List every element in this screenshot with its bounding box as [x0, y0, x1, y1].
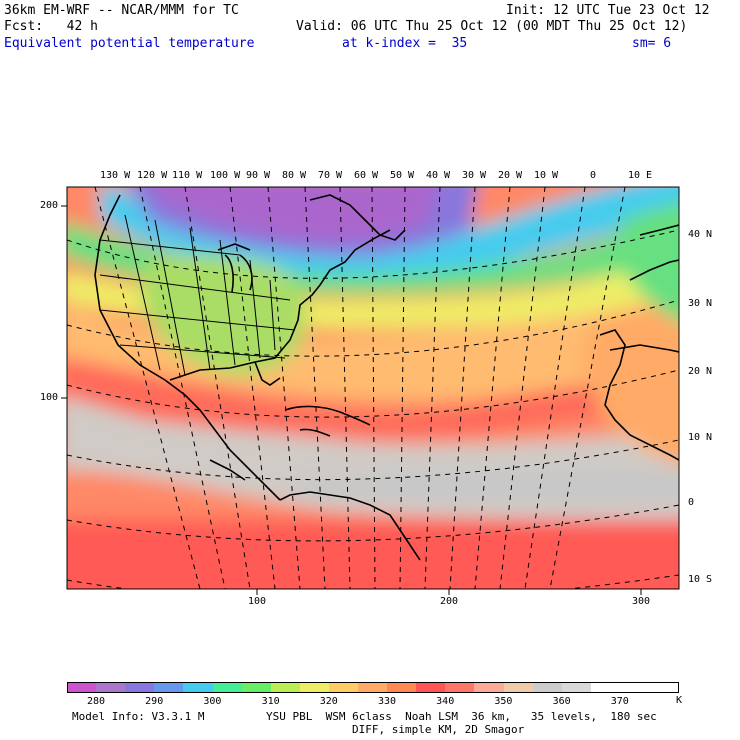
legend-frame — [67, 682, 679, 693]
grid-x-label-300: 300 — [632, 596, 651, 607]
legend-swatch — [125, 682, 155, 693]
lat-label: 20 N — [688, 366, 713, 377]
init-time: Init: 12 UTC Tue 23 Oct 12 — [506, 3, 710, 18]
legend-tick-label: 320 — [319, 696, 338, 707]
legend-tick-label: 300 — [203, 696, 222, 707]
grid-x-label-200: 200 — [440, 596, 459, 607]
legend-swatch — [590, 682, 621, 693]
field-name: Equivalent potential temperature — [4, 36, 255, 51]
lat-label: 40 N — [688, 229, 713, 240]
legend-tick-label: 290 — [145, 696, 164, 707]
legend-tick-label: 350 — [494, 696, 513, 707]
lon-label: 130 W — [100, 170, 131, 181]
legend-unit: K — [676, 695, 683, 706]
legend-tick-label: 340 — [436, 696, 455, 707]
legend-tick-label: 280 — [86, 696, 106, 707]
legend-swatch — [532, 682, 563, 693]
lat-label: 30 N — [688, 298, 713, 309]
model-info: Model Info: V3.3.1 M — [72, 710, 205, 723]
lon-label: 10 E — [628, 170, 653, 181]
smoothing-text: sm= 6 — [632, 36, 672, 51]
lon-label: 30 W — [462, 170, 487, 181]
legend-swatch — [270, 682, 301, 693]
grid-y-label-200: 200 — [40, 200, 59, 211]
theta-e-field — [67, 187, 679, 589]
lon-label: 20 W — [498, 170, 523, 181]
legend-swatch — [503, 682, 534, 693]
diffusion-info: DIFF, simple KM, 2D Smagor — [352, 723, 525, 736]
lon-label: 60 W — [354, 170, 379, 181]
legend-swatch — [358, 682, 388, 693]
legend-swatch — [649, 682, 679, 693]
lon-label: 50 W — [390, 170, 415, 181]
legend-tick-label: 370 — [610, 696, 629, 707]
level-text: at k-index = 35 — [342, 36, 468, 51]
legend-tick-label: 330 — [377, 696, 397, 707]
lon-label: 0 — [590, 170, 597, 181]
legend-swatch — [445, 682, 475, 693]
legend-swatch — [96, 682, 126, 693]
legend-swatch — [387, 682, 417, 693]
state-lines — [99, 214, 296, 376]
legend-swatch — [299, 682, 330, 693]
legend-swatch — [241, 682, 272, 693]
lon-label: 80 W — [282, 170, 307, 181]
legend-swatch — [67, 682, 97, 693]
forecast-hour: Fcst: 42 h — [4, 19, 98, 34]
lon-label: 100 W — [210, 170, 241, 181]
latlon-grid — [67, 187, 679, 589]
grid-y-label-100: 100 — [40, 392, 59, 403]
lat-label: 0 — [688, 497, 695, 508]
legend-tick-label: 310 — [261, 696, 280, 707]
legend-swatch — [183, 682, 213, 693]
legend-swatch — [212, 682, 243, 693]
lon-label: 90 W — [246, 170, 271, 181]
legend-swatch — [474, 682, 504, 693]
legend-swatch — [328, 682, 359, 693]
valid-time: Valid: 06 UTC Thu 25 Oct 12 (00 MDT Thu … — [296, 19, 688, 34]
lon-label: 120 W — [137, 170, 168, 181]
lon-label: 110 W — [172, 170, 203, 181]
lat-label: 10 N — [688, 432, 713, 443]
lat-label: 10 S — [688, 574, 713, 585]
lon-label: 70 W — [318, 170, 343, 181]
legend-swatch — [619, 682, 650, 693]
lon-label: 40 W — [426, 170, 451, 181]
coastlines — [94, 194, 679, 561]
legend-tick-label: 360 — [552, 696, 571, 707]
legend-swatch — [416, 682, 446, 693]
lon-label: 10 W — [534, 170, 559, 181]
map-frame — [66, 186, 680, 590]
legend-swatch — [561, 682, 592, 693]
legend-swatch — [154, 682, 184, 693]
model-title: 36km EM-WRF -- NCAR/MMM for TC — [4, 3, 239, 18]
physics-info: YSU PBL WSM 6class Noah LSM 36 km, 35 le… — [266, 710, 657, 723]
grid-x-label-100: 100 — [248, 596, 267, 607]
